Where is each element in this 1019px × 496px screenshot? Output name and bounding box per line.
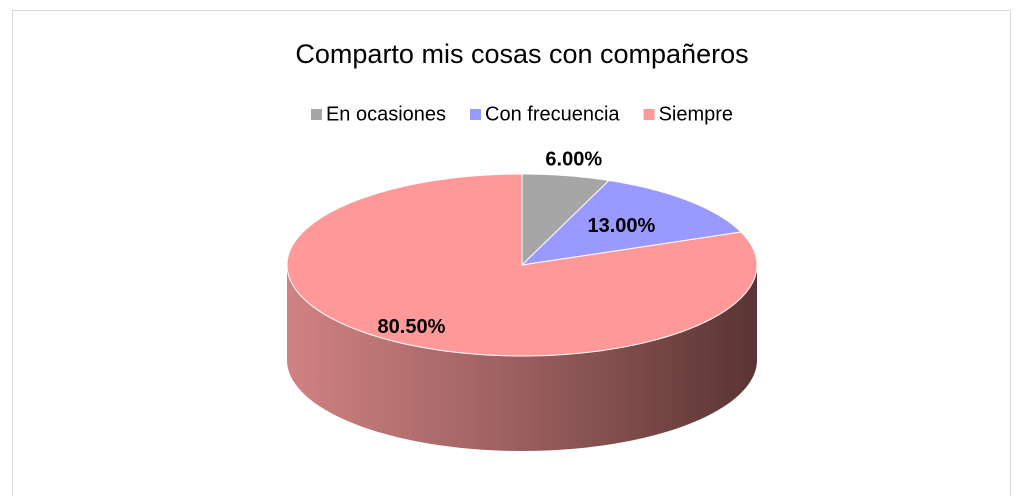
slice-side <box>287 265 757 451</box>
legend-swatch <box>643 109 655 120</box>
slice <box>286 173 758 357</box>
data-label: 6.00% <box>545 149 602 171</box>
data-label: 13.00% <box>587 215 655 237</box>
legend-label: Con frecuencia <box>485 103 620 125</box>
legend-label: En ocasiones <box>326 103 446 125</box>
legend-label: Siempre <box>659 103 733 125</box>
chart-title: Comparto mis cosas con compañeros <box>295 39 748 69</box>
legend: En ocasiones Con frecuencia Siempre <box>310 103 733 125</box>
legend-swatch <box>310 109 322 120</box>
slice <box>521 173 610 267</box>
data-label: 80.50% <box>378 316 446 338</box>
legend-swatch <box>470 109 482 120</box>
slice <box>520 179 743 266</box>
